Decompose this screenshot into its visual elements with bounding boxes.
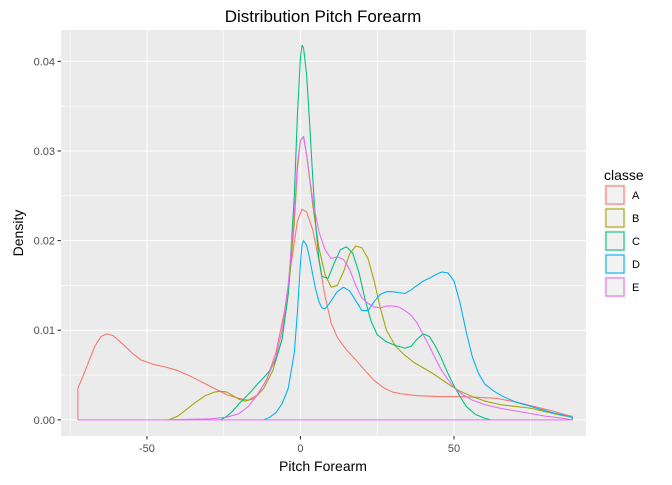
- y-tick-label: 0.04: [34, 56, 55, 68]
- y-tick-label: 0.01: [34, 325, 55, 337]
- legend-swatch: [605, 254, 625, 274]
- legend-label: A: [632, 190, 640, 202]
- y-tick-label: 0.03: [34, 146, 55, 158]
- chart-title: Distribution Pitch Forearm: [225, 7, 422, 26]
- legend-key: [604, 207, 626, 229]
- legend-swatch: [605, 277, 625, 297]
- legend-label: D: [632, 259, 640, 271]
- x-axis: -50 0 50: [139, 436, 460, 455]
- legend-swatch: [605, 231, 625, 251]
- legend-key: [604, 253, 626, 275]
- x-tick-label: 0: [297, 443, 303, 455]
- y-tick-label: 0.02: [34, 236, 55, 248]
- x-axis-title: Pitch Forearm: [279, 458, 367, 474]
- legend-item-D: D: [604, 253, 640, 275]
- legend-swatch: [605, 185, 625, 205]
- legend-key: [604, 230, 626, 252]
- density-curve-D: [263, 240, 573, 421]
- legend-title: classe: [604, 167, 644, 183]
- legend-label: E: [632, 282, 639, 294]
- y-axis: 0.00 0.01 0.02 0.03 0.04: [34, 56, 61, 427]
- legend-swatch: [605, 208, 625, 228]
- legend-item-C: C: [604, 230, 640, 252]
- grid-lines: [61, 30, 586, 436]
- legend-item-E: E: [604, 276, 639, 298]
- y-axis-title: Density: [10, 210, 26, 257]
- x-tick-label: -50: [139, 443, 155, 455]
- density-curve-A: [77, 208, 573, 420]
- legend-item-B: B: [604, 207, 639, 229]
- legend-key: [604, 276, 626, 298]
- legend-label: C: [632, 236, 640, 248]
- x-tick-label: 50: [448, 443, 460, 455]
- density-curve-E: [77, 136, 573, 421]
- legend-item-A: A: [604, 184, 640, 206]
- y-tick-label: 0.00: [34, 415, 55, 427]
- density-curves: [77, 44, 573, 421]
- density-curve-C: [220, 44, 491, 421]
- plot-panel: [61, 30, 586, 436]
- legend-key: [604, 184, 626, 206]
- density-curve-B: [168, 136, 573, 421]
- legend-label: B: [632, 213, 639, 225]
